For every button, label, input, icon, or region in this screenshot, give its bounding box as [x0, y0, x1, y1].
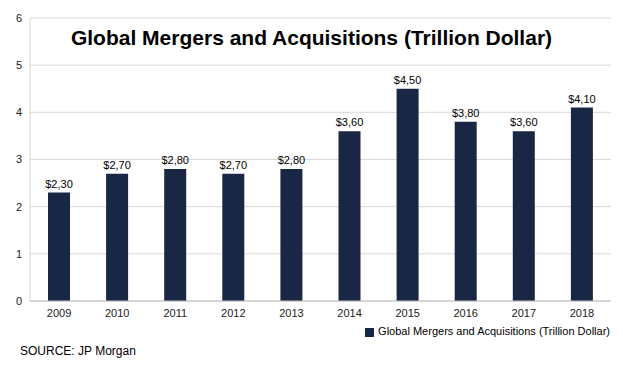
- svg-text:2: 2: [16, 201, 22, 213]
- svg-text:2010: 2010: [105, 307, 129, 319]
- svg-text:2014: 2014: [337, 307, 361, 319]
- svg-text:$2,30: $2,30: [45, 178, 73, 190]
- svg-text:$4,50: $4,50: [394, 74, 422, 86]
- svg-text:2011: 2011: [163, 307, 187, 319]
- svg-text:2016: 2016: [454, 307, 478, 319]
- svg-text:0: 0: [16, 295, 22, 307]
- svg-text:2015: 2015: [395, 307, 419, 319]
- svg-text:$3,80: $3,80: [452, 107, 480, 119]
- html-text:Global Mergers and Acquisition: Global Mergers and Acquisitions (Trillio…: [70, 26, 553, 49]
- svg-text:$2,70: $2,70: [220, 159, 248, 171]
- svg-text:3: 3: [16, 153, 22, 165]
- svg-text:2012: 2012: [221, 307, 245, 319]
- svg-text:$4,10: $4,10: [568, 93, 596, 105]
- svg-text:2009: 2009: [47, 307, 71, 319]
- svg-text:6: 6: [16, 12, 22, 24]
- svg-text:2018: 2018: [570, 307, 594, 319]
- svg-text:2017: 2017: [512, 307, 536, 319]
- html-text:Global Mergers and Acquisition: Global Mergers and Acquisitions (Trillio…: [378, 325, 610, 337]
- html-text:SOURCE: JP Morgan: SOURCE: JP Morgan: [20, 344, 136, 358]
- svg-text:5: 5: [16, 59, 22, 71]
- svg-text:$2,70: $2,70: [103, 159, 131, 171]
- svg-text:4: 4: [16, 106, 22, 118]
- svg-text:$2,80: $2,80: [278, 154, 306, 166]
- svg-text:$3,60: $3,60: [510, 116, 538, 128]
- svg-text:$3,60: $3,60: [336, 116, 364, 128]
- svg-text:$2,80: $2,80: [161, 154, 189, 166]
- svg-text:1: 1: [16, 248, 22, 260]
- svg-text:2013: 2013: [279, 307, 303, 319]
